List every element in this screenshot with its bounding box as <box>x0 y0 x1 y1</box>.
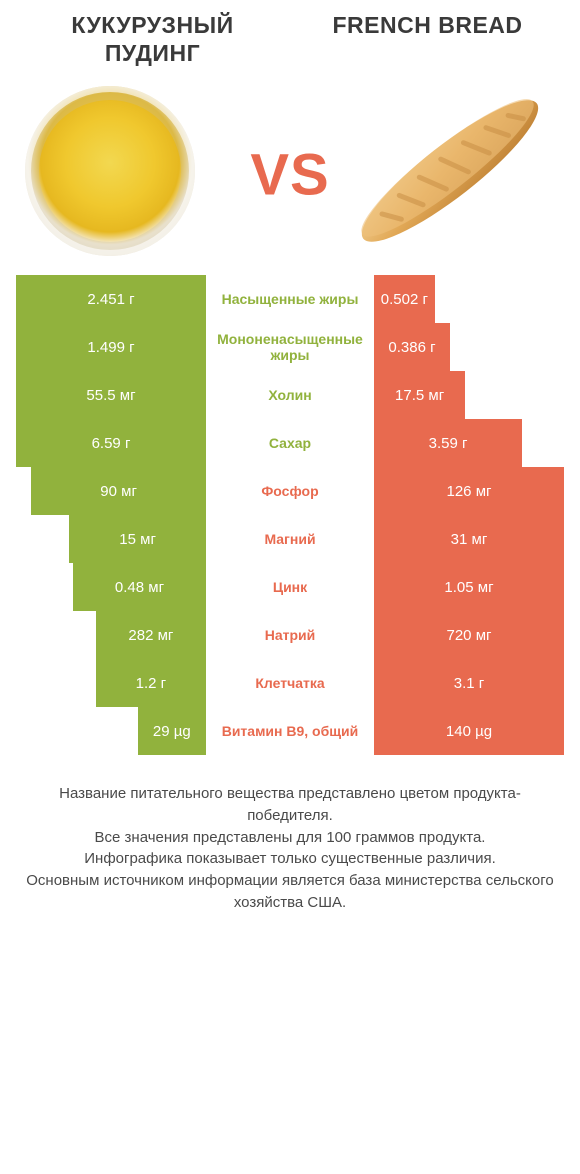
right-bar: 17.5 мг <box>374 371 465 419</box>
nutrient-label: Мононенасыщенные жиры <box>206 323 374 371</box>
nutrient-label: Сахар <box>206 419 374 467</box>
left-value-cell: 6.59 г <box>16 419 206 467</box>
table-row: 90 мгФосфор126 мг <box>16 467 564 515</box>
left-bar: 90 мг <box>31 467 206 515</box>
left-value-cell: 55.5 мг <box>16 371 206 419</box>
right-bar: 1.05 мг <box>374 563 564 611</box>
header: КУКУРУЗНЫЙ ПУДИНГ FRENCH BREAD <box>0 0 580 75</box>
right-value-cell: 126 мг <box>374 467 564 515</box>
left-bar: 0.48 мг <box>73 563 206 611</box>
left-bar: 2.451 г <box>16 275 206 323</box>
right-value-cell: 720 мг <box>374 611 564 659</box>
left-bar: 29 µg <box>138 707 206 755</box>
left-bar: 1.2 г <box>96 659 206 707</box>
table-row: 0.48 мгЦинк1.05 мг <box>16 563 564 611</box>
right-bar: 3.59 г <box>374 419 522 467</box>
right-value-cell: 3.59 г <box>374 419 564 467</box>
table-row: 6.59 гСахар3.59 г <box>16 419 564 467</box>
right-value-cell: 3.1 г <box>374 659 564 707</box>
right-title: FRENCH BREAD <box>315 12 540 67</box>
right-value-cell: 1.05 мг <box>374 563 564 611</box>
left-value-cell: 282 мг <box>16 611 206 659</box>
left-value-cell: 15 мг <box>16 515 206 563</box>
right-food-image <box>340 81 560 261</box>
left-food-image <box>20 81 200 261</box>
left-value-cell: 1.2 г <box>16 659 206 707</box>
left-value-cell: 29 µg <box>16 707 206 755</box>
right-bar: 0.386 г <box>374 323 450 371</box>
nutrient-label: Фосфор <box>206 467 374 515</box>
comparison-table: 2.451 гНасыщенные жиры0.502 г1.499 гМоно… <box>16 275 564 755</box>
footer-line: Основным источником информации является … <box>24 870 556 914</box>
left-value-cell: 2.451 г <box>16 275 206 323</box>
table-row: 282 мгНатрий720 мг <box>16 611 564 659</box>
footer-line: Название питательного вещества представл… <box>24 783 556 827</box>
right-bar: 140 µg <box>374 707 564 755</box>
nutrient-label: Холин <box>206 371 374 419</box>
nutrient-label: Цинк <box>206 563 374 611</box>
table-row: 29 µgВитамин B9, общий140 µg <box>16 707 564 755</box>
left-bar: 282 мг <box>96 611 206 659</box>
right-value-cell: 31 мг <box>374 515 564 563</box>
left-value-cell: 0.48 мг <box>16 563 206 611</box>
footer-notes: Название питательного вещества представл… <box>0 755 580 914</box>
nutrient-label: Магний <box>206 515 374 563</box>
right-value-cell: 140 µg <box>374 707 564 755</box>
table-row: 1.2 гКлетчатка3.1 г <box>16 659 564 707</box>
right-bar: 0.502 г <box>374 275 435 323</box>
nutrient-label: Насыщенные жиры <box>206 275 374 323</box>
table-row: 1.499 гМононенасыщенные жиры0.386 г <box>16 323 564 371</box>
left-bar: 6.59 г <box>16 419 206 467</box>
left-value-cell: 90 мг <box>16 467 206 515</box>
bread-icon <box>340 81 560 261</box>
nutrient-label: Клетчатка <box>206 659 374 707</box>
left-bar: 1.499 г <box>16 323 206 371</box>
left-bar: 15 мг <box>69 515 206 563</box>
left-value-cell: 1.499 г <box>16 323 206 371</box>
left-title: КУКУРУЗНЫЙ ПУДИНГ <box>40 12 265 67</box>
images-row: VS <box>0 75 580 275</box>
footer-line: Инфографика показывает только существенн… <box>24 848 556 870</box>
table-row: 55.5 мгХолин17.5 мг <box>16 371 564 419</box>
right-value-cell: 0.386 г <box>374 323 564 371</box>
right-bar: 720 мг <box>374 611 564 659</box>
right-bar: 31 мг <box>374 515 564 563</box>
vs-badge: VS <box>250 142 329 209</box>
right-bar: 126 мг <box>374 467 564 515</box>
right-value-cell: 17.5 мг <box>374 371 564 419</box>
corn-pudding-icon <box>25 86 195 256</box>
nutrient-label: Витамин B9, общий <box>206 707 374 755</box>
table-row: 2.451 гНасыщенные жиры0.502 г <box>16 275 564 323</box>
nutrient-label: Натрий <box>206 611 374 659</box>
footer-line: Все значения представлены для 100 граммо… <box>24 827 556 849</box>
right-bar: 3.1 г <box>374 659 564 707</box>
left-bar: 55.5 мг <box>16 371 206 419</box>
table-row: 15 мгМагний31 мг <box>16 515 564 563</box>
right-value-cell: 0.502 г <box>374 275 564 323</box>
